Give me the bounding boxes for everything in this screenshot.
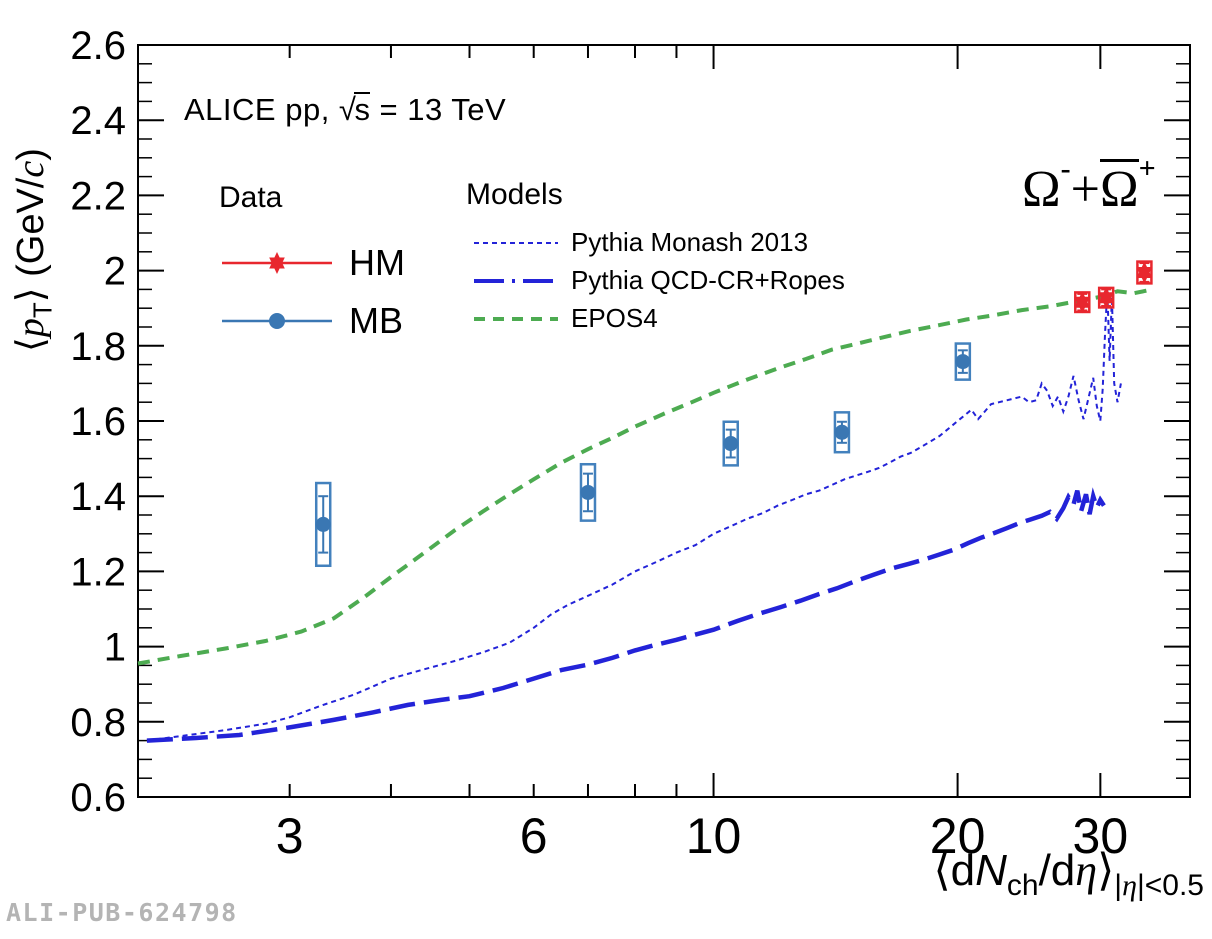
- legend-item-pythia-qcdcr: Pythia QCD-CR+Ropes: [473, 265, 845, 296]
- mb-label: MB: [349, 300, 403, 341]
- y-tick-label: 1.8: [70, 325, 126, 369]
- y-title-close: ): [10, 148, 52, 161]
- mb-point: [954, 342, 972, 381]
- x-tick-label: 20: [930, 808, 986, 864]
- omega-minus: Ω: [1022, 161, 1061, 218]
- x-axis-title: ⟨dNch/dη⟩|η|<0.5: [933, 845, 1204, 903]
- mb-circle-icon: [221, 305, 333, 337]
- legend-models-title: Models: [466, 178, 563, 211]
- qcdcr-line-icon: [473, 268, 559, 294]
- mb-marker: [834, 424, 850, 440]
- plot-title: ALICE pp, √s = 13 TeV: [184, 92, 506, 128]
- omega-bar: Ω: [1099, 159, 1139, 218]
- hm-point: [1097, 286, 1115, 309]
- hm-marker: [1136, 267, 1153, 284]
- mb-point: [833, 411, 851, 454]
- omega-minus-sup: -: [1060, 152, 1071, 185]
- epos4-curve: [137, 287, 1153, 666]
- y-title-mid: ⟩ (GeV/: [10, 177, 52, 303]
- x-title-cond-post: |<0.5: [1136, 868, 1204, 902]
- y-tick-label: 2: [104, 250, 126, 294]
- y-tick-label: 2.2: [70, 174, 126, 218]
- plus-sign: +: [1070, 161, 1100, 218]
- watermark: ALI-PUB-624798: [6, 898, 238, 927]
- mb-marker: [955, 354, 971, 370]
- monash-line-icon: [473, 230, 559, 256]
- star-legend-marker: [269, 257, 285, 274]
- y-tick-label: 2.6: [70, 24, 126, 68]
- hm-point: [1074, 291, 1091, 314]
- legend-item-epos4: EPOS4: [473, 303, 658, 334]
- hm-marker: [1074, 296, 1091, 314]
- sqrt-s: s: [354, 92, 371, 127]
- x-tick-label: 10: [686, 808, 742, 864]
- y-tick-label: 1: [104, 626, 126, 670]
- x-title-eta: η: [1075, 846, 1098, 895]
- x-tick-label: 3: [276, 808, 304, 864]
- y-tick-label: 0.8: [70, 701, 126, 745]
- mb-point: [314, 481, 332, 568]
- pythia-monash-curve: [146, 289, 1122, 742]
- y-tick-label: 1.6: [70, 400, 126, 444]
- swatch-svg: [222, 313, 332, 329]
- x-title-open: ⟨: [933, 846, 951, 895]
- legend-item-mb: MB: [221, 300, 403, 342]
- x-title-cond: |η|<0.5: [1114, 869, 1204, 902]
- x-title-ch: ch: [1006, 868, 1039, 902]
- epos4-line-icon: [473, 306, 559, 332]
- mb-marker: [580, 484, 596, 500]
- title-energy: = 13 TeV: [370, 92, 507, 127]
- x-tick-label: 30: [1073, 808, 1129, 864]
- mb-point: [722, 420, 739, 467]
- y-tick-label: 2.4: [70, 99, 126, 143]
- y-title-c: c: [10, 160, 52, 178]
- x-title-d: d: [950, 846, 976, 895]
- x-title-n: N: [975, 846, 1007, 895]
- y-axis-title: ⟨pT⟩ (GeV/c): [8, 148, 59, 352]
- swatch-svg: [222, 252, 332, 274]
- mb-marker: [315, 516, 331, 532]
- legend-item-hm: HM: [221, 242, 405, 284]
- x-tick-label: 6: [520, 808, 548, 864]
- y-tick-label: 1.4: [70, 475, 126, 519]
- mb-marker: [723, 436, 739, 452]
- pythia-qcdcr-label: Pythia QCD-CR+Ropes: [571, 265, 845, 295]
- pythia-qcdcr-curve: [146, 487, 1106, 743]
- hm-star-icon: [221, 247, 333, 279]
- hm-point: [1136, 260, 1153, 285]
- y-title-open: ⟨: [10, 337, 52, 352]
- swatch-svg: [474, 278, 558, 283]
- omega-bar-sup: +: [1138, 152, 1156, 185]
- x-title-mid: /d: [1038, 846, 1076, 895]
- mb-point: [579, 462, 597, 522]
- swatch-svg: [474, 316, 558, 321]
- sqrt-icon: √: [338, 92, 357, 127]
- legend-data-title: Data: [219, 181, 283, 214]
- legend-item-pythia-monash: Pythia Monash 2013: [473, 227, 808, 258]
- hm-marker: [1098, 292, 1114, 309]
- y-title-sub: T: [27, 302, 58, 319]
- epos4-label: EPOS4: [571, 303, 658, 333]
- hm-label: HM: [349, 242, 405, 283]
- x-title-cond-eta: η: [1122, 868, 1137, 902]
- title-prefix: ALICE pp,: [184, 92, 339, 127]
- circle-legend-marker: [269, 313, 285, 329]
- y-tick-label: 1.2: [70, 550, 126, 594]
- particle-label: Ω-+Ω+: [1022, 152, 1156, 219]
- y-title-pt: p: [10, 318, 52, 338]
- pythia-monash-label: Pythia Monash 2013: [571, 227, 809, 257]
- swatch-svg: [474, 241, 558, 244]
- x-title-close: ⟩: [1097, 846, 1115, 895]
- x-title-cond-pre: |: [1114, 868, 1123, 902]
- y-tick-label: 0.6: [70, 776, 126, 820]
